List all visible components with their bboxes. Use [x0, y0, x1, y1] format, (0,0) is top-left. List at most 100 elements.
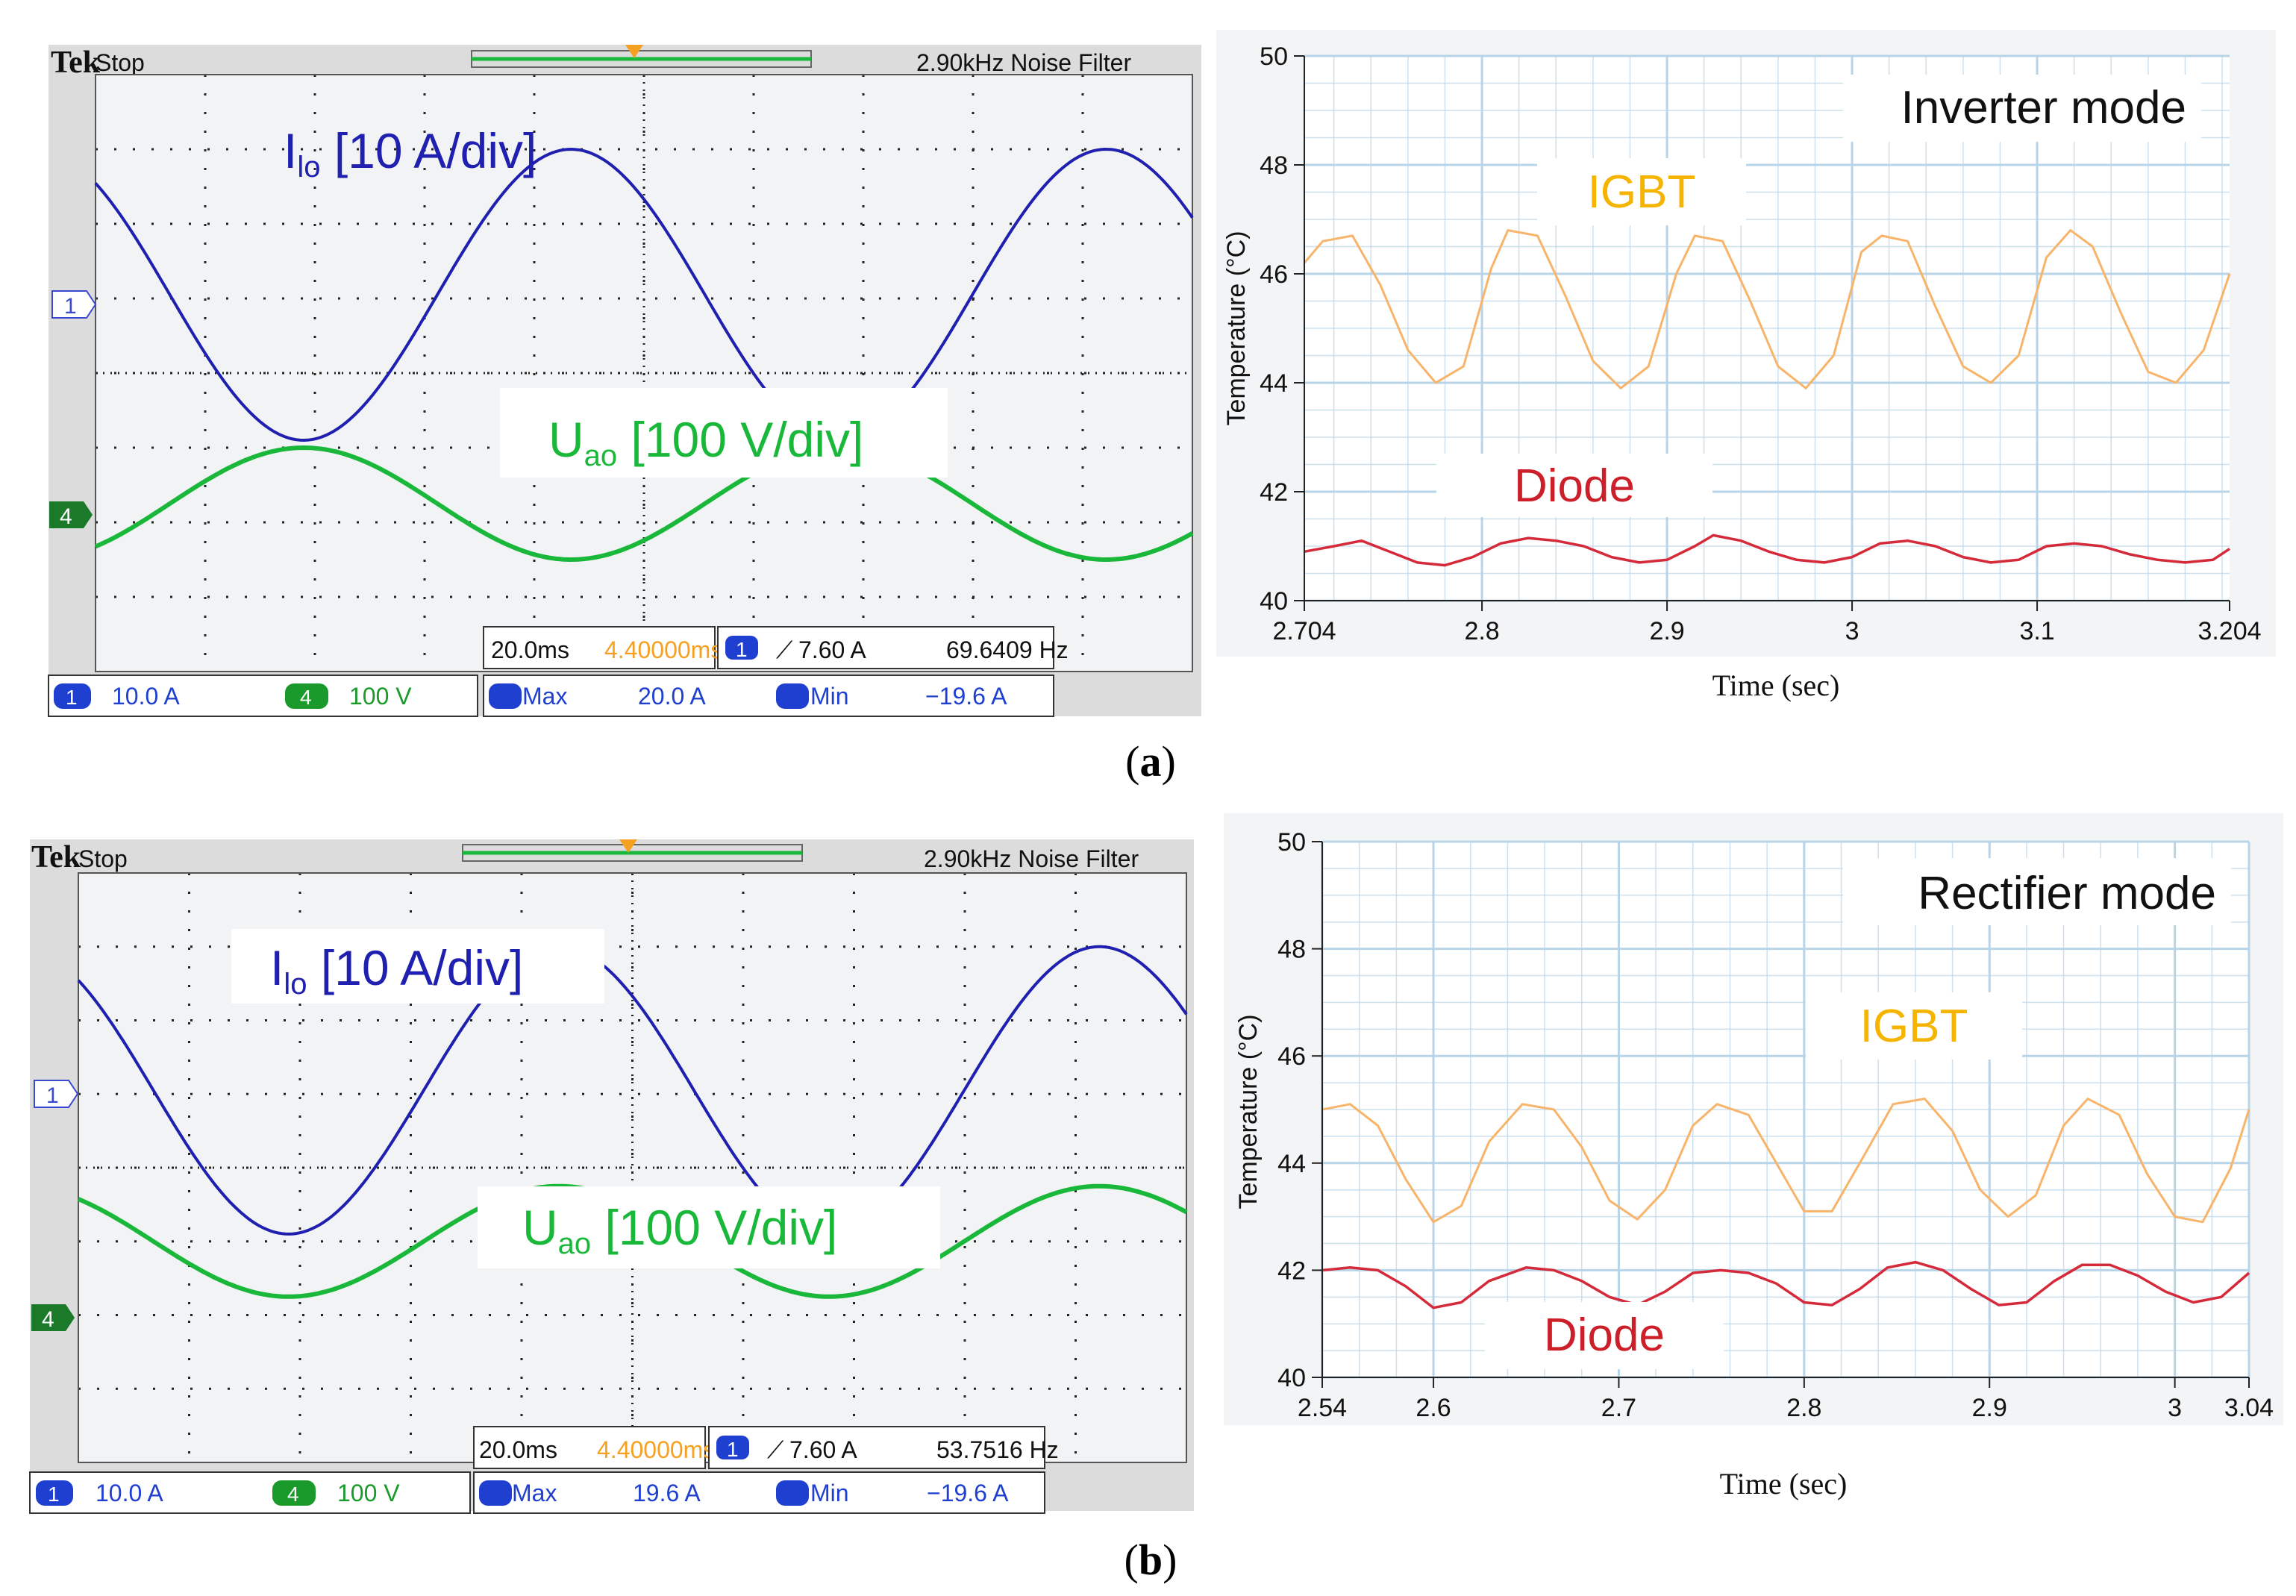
y-tick-label: 50 — [1260, 43, 1288, 71]
thermal-ticks: 2.54 2.6 2.7 2.8 2.9 3 3.04 40 42 44 46 48 50 — [1277, 828, 2274, 1422]
mode-label-backdrop — [1843, 75, 2201, 142]
ch1-marker: 1 — [34, 1080, 79, 1108]
y-tick-label: 42 — [1260, 478, 1288, 507]
x-tick-label: 3.04 — [2224, 1394, 2274, 1422]
x-tick-label: 2.6 — [1416, 1394, 1451, 1422]
x-axis-label: Time (sec) — [1720, 1467, 1848, 1500]
igbt-label-backdrop — [1537, 158, 1746, 225]
channel-scale-box — [48, 675, 478, 717]
x-tick-label: 2.7 — [1601, 1394, 1636, 1422]
diode-label-backdrop — [1436, 454, 1712, 517]
trigger-position-marker — [619, 839, 637, 853]
x-tick-label: 3 — [1845, 617, 1859, 645]
x-tick-label: 2.704 — [1272, 617, 1336, 645]
trigger-slope-icon: ⟋ — [767, 1436, 784, 1463]
frequency-readout: 53.7516 Hz — [936, 1436, 1059, 1463]
svg-text:1: 1 — [46, 1083, 59, 1108]
scope-panel-a: Tek Stop 2.90kHz Noise Filter Ilo [10 A/… — [48, 45, 1201, 717]
min-channel-badge — [776, 683, 809, 709]
thermal-series — [1303, 229, 2231, 567]
x-tick-label: 3.204 — [2198, 617, 2261, 645]
y-axis-label: Temperature (°C) — [1222, 231, 1251, 425]
ch4-badge-label: 4 — [287, 1483, 299, 1506]
x-tick-label: 2.54 — [1298, 1394, 1347, 1422]
scope-state: Stop — [96, 49, 145, 76]
y-tick-label: 48 — [1260, 151, 1288, 180]
igbt-label: IGBT — [1588, 166, 1696, 218]
delay-value: 4.40000ms — [597, 1436, 715, 1463]
ch4-scale: 100 V — [337, 1480, 400, 1506]
thermal-series — [1321, 1098, 2250, 1309]
ch1-badge-label: 1 — [66, 686, 78, 709]
scope-state: Stop — [78, 845, 128, 872]
igbt-label-backdrop — [1806, 992, 2022, 1060]
measurement-box — [473, 1471, 1045, 1514]
diode-label: Diode — [1514, 460, 1635, 512]
y-tick-label: 48 — [1277, 936, 1306, 964]
ch4-marker: 4 — [31, 1304, 75, 1332]
frequency-readout: 69.6409 Hz — [946, 636, 1069, 663]
x-tick-label: 3 — [2168, 1394, 2182, 1422]
y-tick-label: 40 — [1260, 587, 1288, 616]
ch1-badge — [54, 683, 91, 709]
ch1-scale: 10.0 A — [96, 1480, 163, 1506]
current-waveform — [94, 147, 1194, 442]
y-tick-label: 40 — [1277, 1364, 1306, 1392]
ch4-scale: 100 V — [349, 683, 412, 710]
trigger-channel-badge — [716, 1436, 749, 1459]
min-label: Min — [810, 683, 849, 710]
thermal-ticks: 2.704 2.8 2.9 3 3.1 3.204 40 42 44 46 48 50 — [1260, 43, 2261, 645]
max-channel-badge — [489, 683, 522, 709]
ch4-badge — [272, 1480, 316, 1506]
diode-label: Diode — [1544, 1309, 1665, 1361]
graticule-border — [95, 74, 1193, 672]
min-label: Min — [810, 1480, 849, 1506]
x-tick-label: 2.8 — [1786, 1394, 1821, 1422]
current-label: Ilo [10 A/div] — [270, 940, 523, 1001]
max-channel-badge — [479, 1480, 512, 1506]
trigger-box — [708, 1426, 1045, 1469]
ch1-badge-label: 1 — [48, 1483, 60, 1506]
series-line-diode — [1321, 1260, 2250, 1309]
x-tick-label: 2.8 — [1464, 617, 1499, 645]
thermal-panel-b: 2.54 2.6 2.7 2.8 2.9 3 3.04 40 42 44 46 48 50 Rectif… — [1224, 813, 2283, 1500]
trigger-position-marker — [625, 45, 643, 58]
y-tick-label: 44 — [1277, 1150, 1306, 1178]
x-axis-label: Time (sec) — [1712, 669, 1840, 702]
x-tick-label: 3.1 — [2019, 617, 2054, 645]
y-tick-label: 46 — [1277, 1042, 1306, 1071]
ch1-badge — [36, 1480, 73, 1506]
max-label: Max — [512, 1480, 557, 1506]
series-line-diode — [1304, 533, 2230, 567]
current-waveform — [77, 945, 1188, 1236]
min-value: −19.6 A — [927, 1480, 1009, 1506]
timebase-box — [473, 1426, 706, 1469]
thermal-grid — [1321, 840, 2250, 1379]
ch1-scale: 10.0 A — [112, 683, 180, 710]
igbt-label: IGBT — [1860, 1001, 1968, 1052]
y-tick-label: 50 — [1277, 828, 1306, 857]
voltage-label-backdrop — [478, 1186, 940, 1268]
thermal-panel-a: 2.704 2.8 2.9 3 3.1 3.204 40 42 44 46 48 50 Inverte… — [1216, 30, 2276, 702]
svg-text:1: 1 — [64, 294, 77, 319]
timebase-value: 20.0ms — [479, 1436, 557, 1463]
caption-b: (b) — [1124, 1536, 1177, 1584]
scope-brand: Tek — [31, 840, 81, 874]
mode-label-backdrop — [1843, 858, 2231, 925]
diode-label-backdrop — [1485, 1302, 1724, 1369]
ch4-marker: 4 — [49, 501, 93, 529]
x-tick-label: 2.9 — [1649, 617, 1684, 645]
current-label-backdrop — [231, 929, 604, 1004]
timebase-box — [483, 626, 716, 669]
y-tick-label: 44 — [1260, 369, 1288, 398]
trigger-level: 7.60 A — [789, 1436, 857, 1463]
measurement-box — [483, 675, 1054, 717]
scope-panel-b: Tek Stop 2.90kHz Noise Filter Ilo [10 A/… — [29, 839, 1194, 1514]
ch4-badge — [285, 683, 328, 709]
svg-text:4: 4 — [60, 504, 72, 529]
scope-header-right: 2.90kHz Noise Filter — [916, 49, 1131, 76]
scope-brand: Tek — [51, 46, 101, 80]
y-tick-label: 42 — [1277, 1257, 1306, 1285]
max-value: 19.6 A — [633, 1480, 701, 1506]
